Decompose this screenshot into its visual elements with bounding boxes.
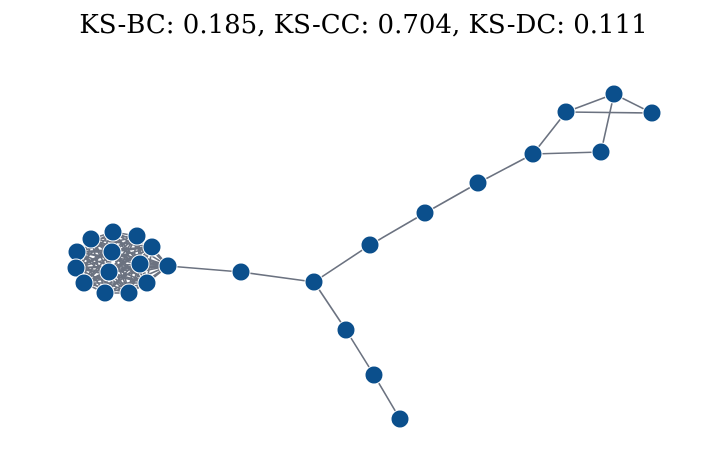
graph-node: [336, 320, 356, 340]
figure-title: KS-BC: 0.185, KS-CC: 0.704, KS-DC: 0.111: [79, 10, 648, 40]
graph-node: [231, 262, 251, 282]
graph-node: [468, 173, 488, 193]
graph-node: [137, 273, 157, 293]
graph-node: [142, 237, 162, 257]
graph-edge: [313, 244, 371, 283]
graph-node: [364, 365, 384, 385]
graph-node: [304, 272, 324, 292]
graph-node: [99, 262, 119, 282]
graph-edge: [167, 265, 242, 273]
graph-node: [390, 409, 410, 429]
graph-edge: [240, 271, 315, 283]
graph-edge: [600, 93, 615, 153]
graph-node: [119, 283, 139, 303]
graph-node: [102, 242, 122, 262]
graph-edge: [313, 281, 347, 331]
graph-edge: [369, 212, 426, 246]
graph-edge: [75, 265, 169, 269]
graph-edge: [532, 151, 602, 155]
graph-node: [158, 256, 178, 276]
graph-nodes: [66, 84, 662, 429]
graph-node: [556, 102, 576, 122]
graph-node: [103, 222, 123, 242]
graph-edge: [83, 265, 169, 284]
graph-edge: [477, 153, 534, 184]
graph-edge: [565, 111, 653, 114]
graph-node: [591, 142, 611, 162]
graph-node: [130, 254, 150, 274]
graph-edge: [424, 182, 479, 214]
graph-node: [127, 226, 147, 246]
graph-node: [415, 203, 435, 223]
graph-edge: [112, 231, 148, 284]
graph-node: [642, 103, 662, 123]
graph-node: [360, 235, 380, 255]
graph-node: [523, 144, 543, 164]
graph-node: [74, 273, 94, 293]
graph-edge: [76, 251, 169, 267]
graph-node: [67, 242, 87, 262]
graph-node: [66, 258, 86, 278]
graph-node: [81, 229, 101, 249]
graph-edges: [75, 93, 653, 420]
graph-node: [604, 84, 624, 104]
graph-node: [95, 283, 115, 303]
